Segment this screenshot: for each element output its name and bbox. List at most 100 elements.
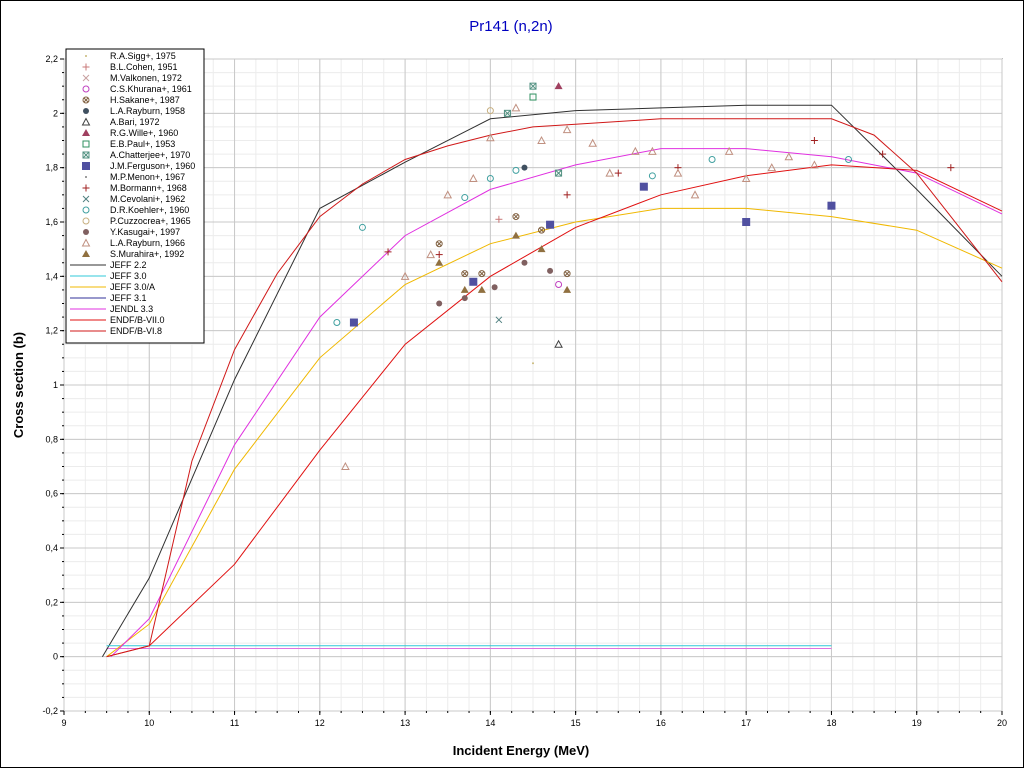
legend-label: P.Cuzzocrea+, 1965 <box>110 216 191 226</box>
data-point-m-bormann-1968 <box>947 164 955 172</box>
data-point-l-a-rayburn-1966 <box>648 146 657 155</box>
data-point-l-a-rayburn-1966 <box>537 135 546 144</box>
data-point-h-sakane-1987 <box>461 270 469 278</box>
legend-marker <box>82 206 90 214</box>
legend-label: JEFF 3.0/A <box>110 282 155 292</box>
data-point-h-sakane-1987 <box>563 270 571 278</box>
data-point-a-chatterjee-1970 <box>555 169 563 177</box>
y-tick-label: 0,2 <box>45 597 58 607</box>
legend-label: R.A.Sigg+, 1975 <box>110 51 176 61</box>
data-point-m-bormann-1968 <box>384 248 392 256</box>
legend-marker <box>83 229 89 235</box>
line-jeff-3-0-a <box>106 207 1003 658</box>
data-point-y-kasugai-1997 <box>547 267 554 274</box>
legend-marker <box>82 63 90 71</box>
legend-marker <box>83 108 89 114</box>
y-tick-label: 0,6 <box>45 489 58 499</box>
data-point-l-a-rayburn-1966 <box>784 152 794 161</box>
legend-label: JEFF 2.2 <box>110 260 147 270</box>
x-tick-label: 11 <box>230 718 239 728</box>
data-point-l-a-rayburn-1966 <box>443 190 453 199</box>
x-tick-label: 13 <box>400 718 410 728</box>
data-point-r-g-wille-1960 <box>554 82 563 90</box>
data-point-m-bormann-1968 <box>563 191 571 199</box>
data-point-l-a-rayburn-1966 <box>690 190 700 199</box>
legend-label: D.R.Koehler+, 1960 <box>110 205 189 215</box>
legend-marker <box>82 85 90 93</box>
data-point-d-r-koehler-1960 <box>512 166 520 174</box>
data-point-l-a-rayburn-1966 <box>630 146 640 155</box>
legend-marker <box>82 140 90 148</box>
legend-label: H.Sakane+, 1987 <box>110 95 180 105</box>
data-point-d-r-koehler-1960 <box>333 319 341 327</box>
legend-marker <box>82 217 90 225</box>
data-point-j-m-ferguson-1960 <box>469 277 478 286</box>
data-point-s-murahira-1992 <box>511 231 520 239</box>
data-point-a-chatterjee-1970 <box>529 82 537 90</box>
data-point-r-a-sigg-1975 <box>532 362 534 365</box>
legend-label: JENDL 3.3 <box>110 304 153 314</box>
x-tick-label: 17 <box>741 718 751 728</box>
x-tick-label: 10 <box>144 718 154 728</box>
x-axis: 9 10 11 12 13 14 15 16 17 18 19 20 <box>61 711 1007 728</box>
line-series <box>101 104 1003 658</box>
legend-label: M.P.Menon+, 1967 <box>110 172 185 182</box>
y-axis: -0,2 0 0,2 0,4 0,6 0,8 1 1,2 1,4 1,6 1,8 2 2,2 <box>42 54 64 716</box>
x-tick-label: 12 <box>315 718 325 728</box>
legend-marker <box>85 176 87 178</box>
data-point-l-a-rayburn-1966 <box>562 125 572 134</box>
data-point-l-a-rayburn-1966 <box>724 146 734 155</box>
legend-label: L.A.Rayburn, 1966 <box>110 238 185 248</box>
legend-label: A.Chatterjee+, 1970 <box>110 150 190 160</box>
y-tick-label: 2 <box>53 108 58 118</box>
data-point-l-a-rayburn-1966 <box>588 138 598 147</box>
legend-marker <box>82 195 90 203</box>
y-axis-label: Cross section (b) <box>11 332 26 438</box>
legend-marker <box>82 184 90 192</box>
data-point-d-r-koehler-1960 <box>708 156 716 164</box>
data-point-a-bari-1972 <box>554 339 563 348</box>
data-point-l-a-rayburn-1966 <box>741 173 751 183</box>
legend-label: ENDF/B-VI.8 <box>110 326 162 336</box>
data-point-d-r-koehler-1960 <box>845 156 853 164</box>
legend-marker <box>82 151 90 159</box>
line-endf-b-vii-0 <box>106 164 1003 658</box>
data-point-l-a-rayburn-1958 <box>521 164 528 171</box>
data-point-s-murahira-1992 <box>537 245 546 253</box>
legend-label: A.Bari, 1972 <box>110 117 160 127</box>
data-point-e-b-paul-1953 <box>529 93 537 101</box>
legend-marker <box>82 250 90 257</box>
legend-label: L.A.Rayburn, 1958 <box>110 106 185 116</box>
data-point-l-a-rayburn-1966 <box>426 250 436 259</box>
data-point-y-kasugai-1997 <box>491 284 498 291</box>
data-point-j-m-ferguson-1960 <box>827 201 836 210</box>
y-tick-label: 1 <box>53 380 58 390</box>
x-axis-label: Incident Energy (MeV) <box>453 743 590 758</box>
x-tick-label: 16 <box>656 718 666 728</box>
data-point-l-a-rayburn-1966 <box>605 168 615 177</box>
legend-label: JEFF 3.0 <box>110 271 147 281</box>
data-point-d-r-koehler-1960 <box>461 194 469 202</box>
legend-label: R.G.Wille+, 1960 <box>110 128 178 138</box>
legend-marker <box>85 55 87 57</box>
data-point-l-a-rayburn-1966 <box>468 173 478 183</box>
legend-label: M.Valkonen, 1972 <box>110 73 182 83</box>
legend-label: B.L.Cohen, 1951 <box>110 62 178 72</box>
legend-marker <box>81 117 91 126</box>
legend-marker <box>82 162 90 170</box>
data-point-y-kasugai-1997 <box>436 300 443 307</box>
data-point-l-a-rayburn-1966 <box>400 271 410 280</box>
data-point-h-sakane-1987 <box>435 240 443 248</box>
data-point-y-kasugai-1997 <box>521 259 528 266</box>
legend-marker <box>82 129 90 136</box>
y-tick-label: 1,6 <box>45 217 58 227</box>
y-tick-label: 0,4 <box>45 543 58 553</box>
data-point-l-a-rayburn-1966 <box>810 160 819 169</box>
legend-label: Y.Kasugai+, 1997 <box>110 227 180 237</box>
data-point-c-s-khurana-1961 <box>555 280 563 288</box>
data-point-p-cuzzocrea-1965 <box>486 107 494 115</box>
y-tick-label: 1,8 <box>45 163 58 173</box>
data-point-s-murahira-1992 <box>563 285 572 293</box>
